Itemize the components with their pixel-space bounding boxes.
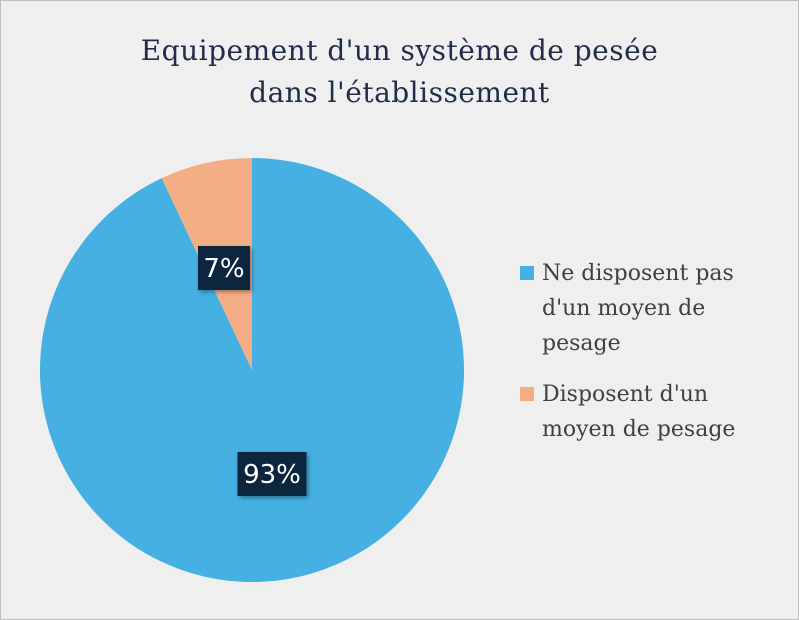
pie-slice-ne-disposent: [40, 158, 465, 582]
chart-title: Equipement d'un système de pesée dans l'…: [0, 30, 799, 114]
svg-text:93%: 93%: [243, 460, 301, 490]
svg-text:7%: 7%: [203, 254, 244, 284]
legend-label-line: Ne disposent pas: [542, 261, 734, 286]
legend-label-line: moyen de pesage: [542, 417, 736, 442]
chart-title-line-1: Equipement d'un système de pesée: [140, 34, 659, 67]
legend-swatch-disposent: [520, 387, 534, 401]
legend-label-ne-disposent: Ne disposent pas d'un moyen de pesage: [542, 256, 780, 361]
legend: Ne disposent pas d'un moyen de pesage Di…: [520, 256, 780, 463]
legend-label-line: d'un moyen de: [542, 296, 706, 321]
legend-item-ne-disposent: Ne disposent pas d'un moyen de pesage: [520, 256, 780, 361]
data-label-ne-disposent: 93%: [237, 452, 307, 496]
legend-label-disposent: Disposent d'un moyen de pesage: [542, 377, 780, 447]
legend-label-line: Disposent d'un: [542, 382, 709, 407]
legend-item-disposent: Disposent d'un moyen de pesage: [520, 377, 780, 447]
legend-swatch-ne-disposent: [520, 266, 534, 280]
legend-label-line: pesage: [542, 331, 621, 356]
chart-title-line-2: dans l'établissement: [249, 76, 550, 109]
data-label-disposent: 7%: [198, 246, 250, 290]
